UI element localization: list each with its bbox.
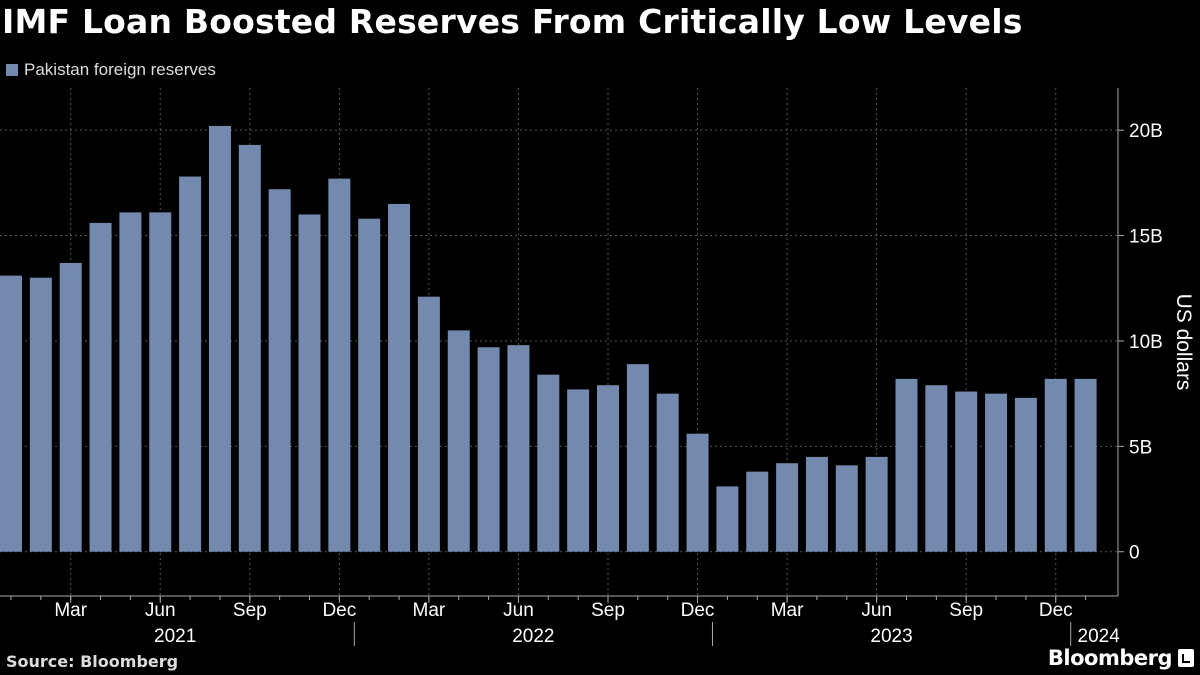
x-tick-label: Sep <box>591 600 625 621</box>
bar <box>537 374 560 552</box>
bar <box>0 275 22 552</box>
legend: Pakistan foreign reserves <box>6 60 216 80</box>
bar <box>89 222 112 552</box>
bar <box>208 125 231 552</box>
x-tick-label: Sep <box>949 600 983 621</box>
bar <box>626 364 649 552</box>
bar <box>179 176 202 552</box>
bar <box>238 144 261 552</box>
x-tick-label: Jun <box>861 600 892 621</box>
x-tick-label: Jun <box>145 600 176 621</box>
bar <box>477 347 500 552</box>
x-tick-label: Dec <box>322 600 356 621</box>
x-year-label: 2023 <box>870 626 912 647</box>
bar <box>805 456 828 552</box>
x-year-label: 2024 <box>1078 626 1121 647</box>
bar <box>447 330 470 552</box>
bar <box>119 212 142 552</box>
bar <box>358 218 381 552</box>
bar <box>925 385 948 552</box>
x-tick-label: Mar <box>54 600 87 621</box>
chart-title: IMF Loan Boosted Reserves From Criticall… <box>2 2 1023 41</box>
bar <box>59 262 82 552</box>
x-year-label: 2022 <box>512 626 554 647</box>
bar <box>955 391 978 552</box>
bar <box>328 178 351 552</box>
bar <box>1044 378 1067 552</box>
bar <box>835 465 858 552</box>
brand-name: Bloomberg <box>1047 646 1173 670</box>
y-tick-label: 20B <box>1129 121 1163 142</box>
y-tick-label: 0 <box>1129 543 1140 564</box>
bar <box>985 393 1008 552</box>
y-tick-label: 5B <box>1129 437 1152 458</box>
bar <box>388 203 411 552</box>
bar <box>149 212 172 552</box>
legend-label: Pakistan foreign reserves <box>24 60 216 79</box>
bar <box>865 456 888 552</box>
bar <box>29 277 52 552</box>
terminal-icon <box>1178 649 1194 667</box>
bar <box>268 189 291 552</box>
x-tick-label: Mar <box>413 600 446 621</box>
bar <box>1074 378 1097 552</box>
bar <box>597 385 619 552</box>
bar <box>417 296 440 552</box>
x-tick-label: Mar <box>771 600 804 621</box>
bar <box>567 389 590 552</box>
x-tick-label: Sep <box>233 600 267 621</box>
legend-swatch <box>6 64 18 76</box>
bar <box>746 471 769 552</box>
source-note: Source: Bloomberg <box>6 652 179 671</box>
x-tick-label: Dec <box>681 600 715 621</box>
x-tick-label: Jun <box>503 600 534 621</box>
bar <box>1014 397 1037 552</box>
bar <box>507 345 530 552</box>
bar <box>298 214 321 552</box>
bar <box>656 393 679 552</box>
y-tick-label: 15B <box>1129 227 1163 248</box>
x-tick-label: Dec <box>1039 600 1073 621</box>
brand-logo: Bloomberg <box>1048 646 1194 670</box>
bar <box>716 486 739 552</box>
bar <box>895 378 918 552</box>
y-axis-title: US dollars <box>1172 294 1195 391</box>
bar <box>686 433 709 552</box>
y-tick-label: 10B <box>1129 332 1163 353</box>
x-year-label: 2021 <box>154 626 196 647</box>
bar <box>776 463 799 552</box>
